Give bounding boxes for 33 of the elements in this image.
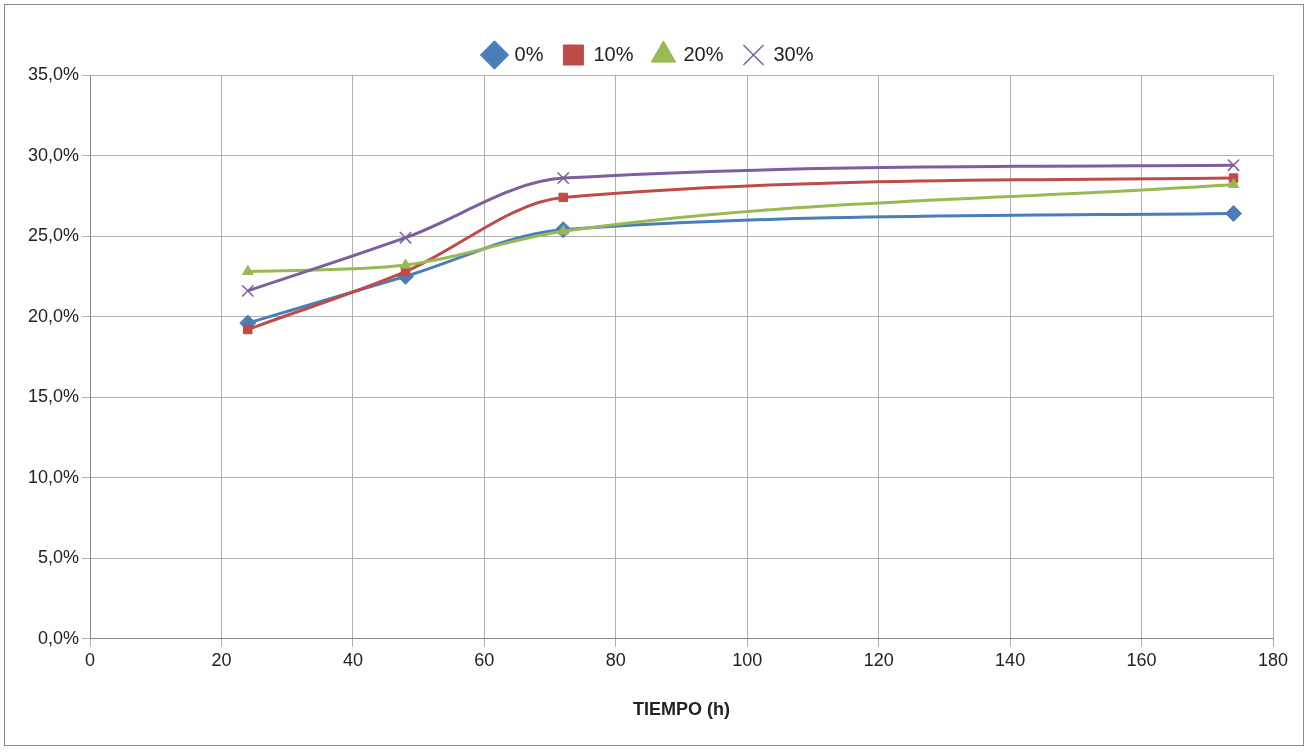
point bbox=[1227, 178, 1240, 189]
x-tick-label: 180 bbox=[1257, 649, 1289, 670]
y-tick-label: 30,0% bbox=[27, 144, 80, 165]
point bbox=[399, 231, 412, 245]
point bbox=[1227, 158, 1240, 172]
x-tick-label: 100 bbox=[732, 649, 763, 670]
legend-label: 30% bbox=[773, 42, 814, 65]
x-tick-label: 60 bbox=[474, 649, 495, 670]
point bbox=[243, 324, 253, 335]
legend-label: 10% bbox=[593, 42, 634, 65]
legend-label: 20% bbox=[683, 42, 724, 65]
y-tick-label: 25,0% bbox=[27, 225, 80, 246]
legend-label: 0% bbox=[514, 42, 544, 65]
y-tick-label: 15,0% bbox=[27, 386, 80, 407]
x-tick-label: 80 bbox=[605, 649, 626, 670]
point bbox=[242, 265, 254, 276]
x-tick-label: 20 bbox=[211, 649, 232, 670]
point bbox=[558, 192, 568, 203]
y-tick-label: 35,0% bbox=[27, 63, 80, 84]
x-tick-label: 120 bbox=[863, 649, 894, 670]
x-tick-label: 40 bbox=[342, 649, 363, 670]
x-tick-label: 140 bbox=[995, 649, 1026, 670]
y-tick-label: 20,0% bbox=[27, 305, 80, 326]
x-axis-title: TIEMPO (h) bbox=[633, 699, 731, 720]
x-tick-label: 0 bbox=[85, 649, 96, 670]
point bbox=[399, 258, 412, 269]
point bbox=[556, 171, 570, 185]
point bbox=[241, 284, 255, 298]
y-tick-label: 0,0% bbox=[38, 627, 80, 648]
x-tick-label: 160 bbox=[1126, 649, 1157, 670]
point bbox=[1225, 205, 1243, 223]
y-tick-label: 5,0% bbox=[38, 547, 80, 568]
y-tick-label: 10,0% bbox=[27, 466, 80, 487]
